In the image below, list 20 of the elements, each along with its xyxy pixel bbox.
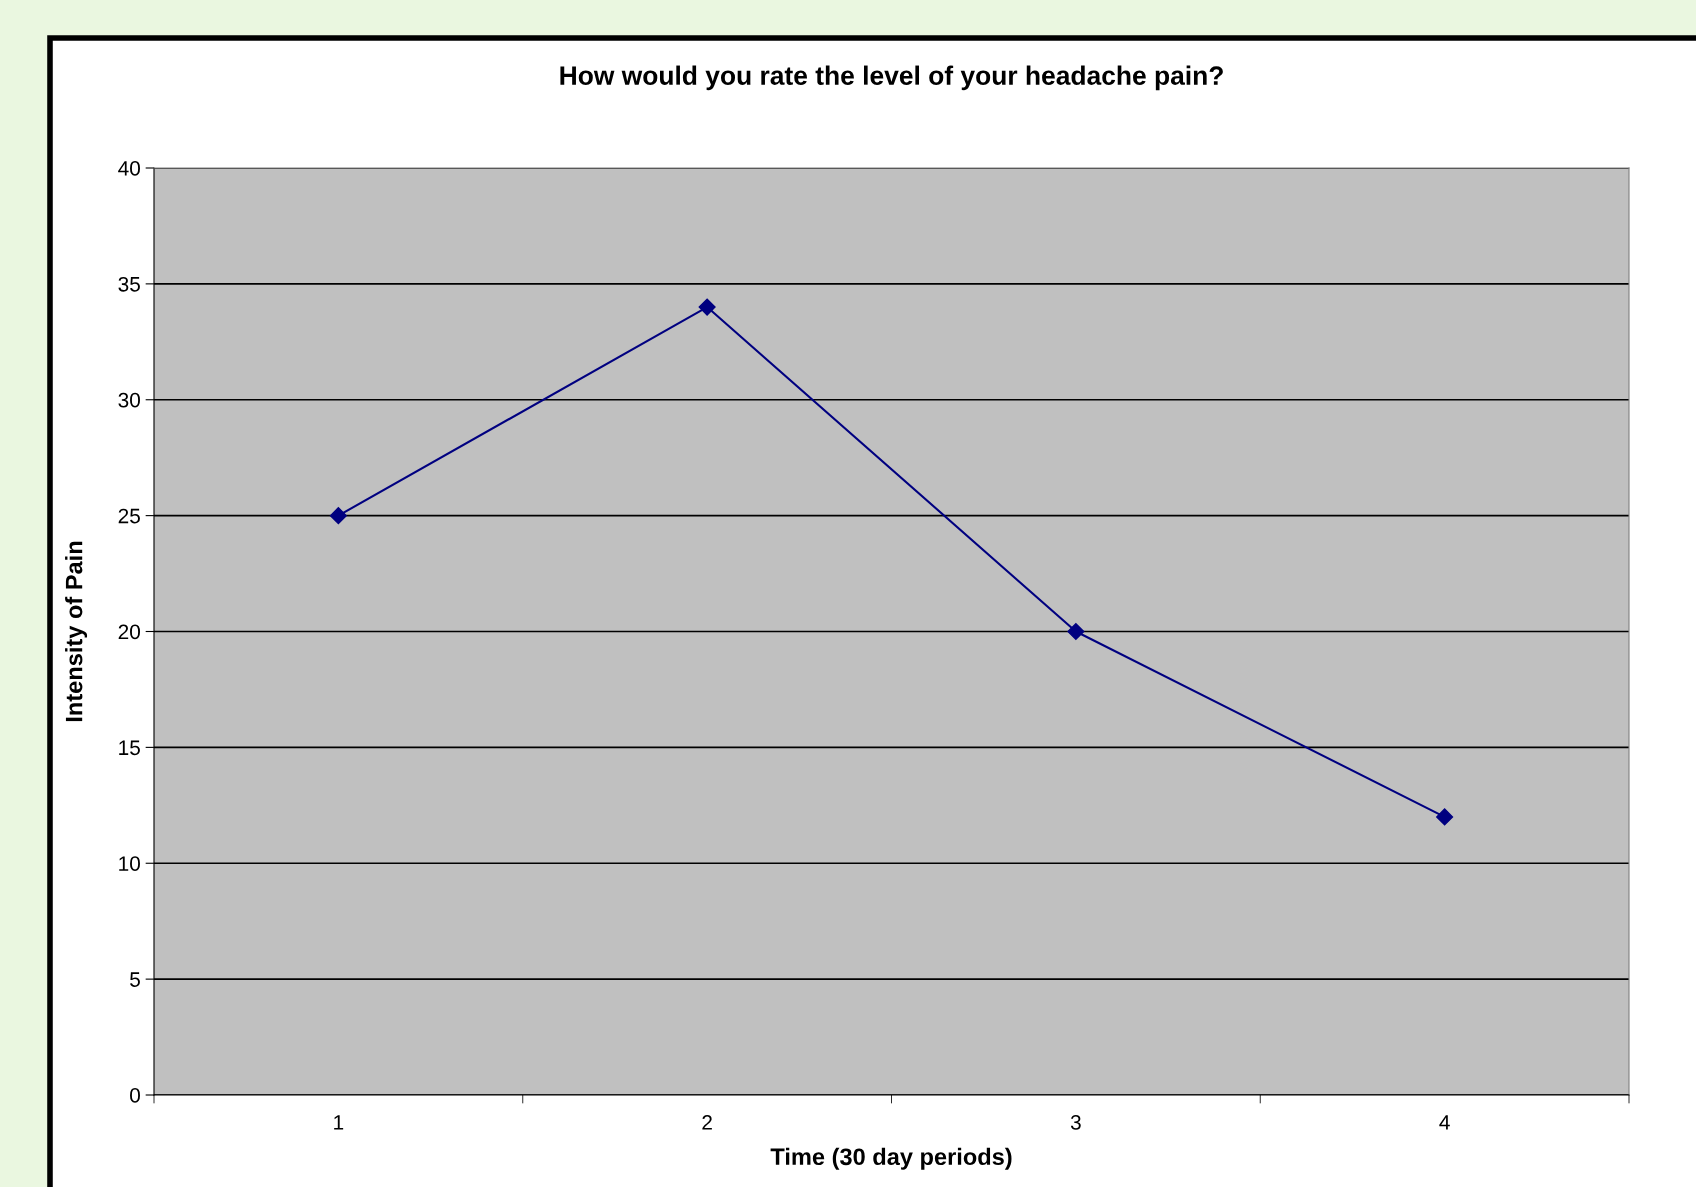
point xyxy=(1067,622,1085,641)
y-axis-title: Intensity of Pain xyxy=(65,541,88,722)
y-tick-label: 20 xyxy=(118,624,140,640)
x-axis-title: Time (30 day periods) xyxy=(770,1147,1012,1170)
y-tick-label: 25 xyxy=(118,508,140,524)
point xyxy=(329,507,347,525)
chart-title: How would you rate the level of your headache pain? xyxy=(560,65,1223,91)
y-tick-label: 0 xyxy=(130,1088,140,1103)
y-tick-label: 35 xyxy=(118,276,140,292)
x-tick-label: 1 xyxy=(334,1115,344,1130)
y-tick-label: 30 xyxy=(118,392,140,408)
y-tick-label: 10 xyxy=(119,856,140,871)
y-tick-label: 15 xyxy=(119,740,140,756)
point xyxy=(1436,808,1454,826)
x-tick-label: 4 xyxy=(1439,1115,1450,1130)
y-tick-label: 5 xyxy=(130,972,140,987)
y-tick-label: 40 xyxy=(118,161,140,176)
point xyxy=(698,298,716,316)
x-tick-label: 2 xyxy=(702,1114,712,1130)
x-tick-label: 3 xyxy=(1070,1114,1081,1130)
